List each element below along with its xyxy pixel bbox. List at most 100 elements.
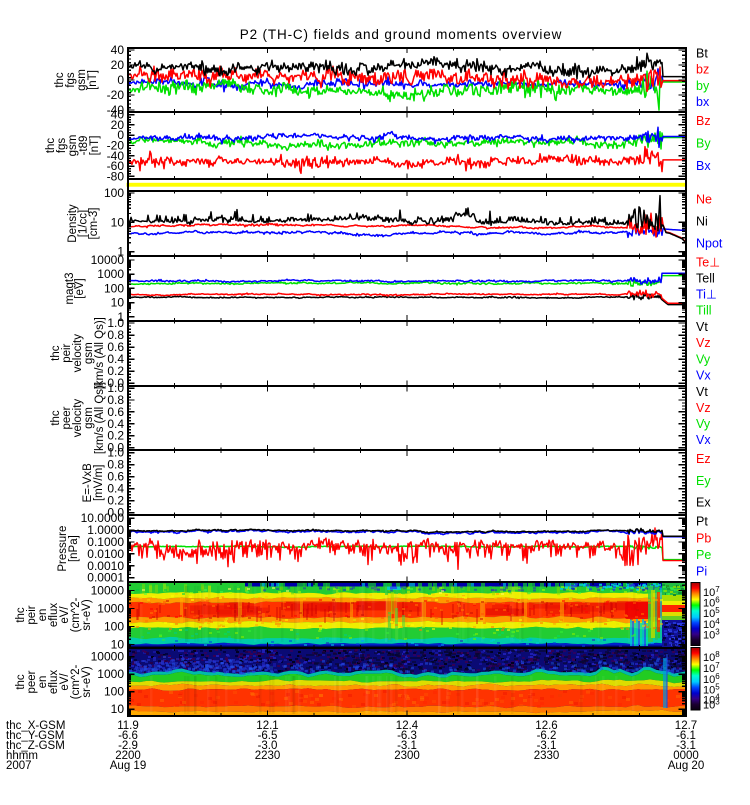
svg-text:gsm: gsm — [83, 407, 95, 429]
svg-text:[1/cc]: [1/cc] — [78, 210, 90, 237]
svg-text:[mV/m]: [mV/m] — [93, 465, 105, 501]
svg-text:[cm-3]: [cm-3] — [88, 208, 100, 240]
svg-text:Pt: Pt — [696, 515, 708, 529]
svg-text:thc: thc — [15, 607, 27, 623]
svg-text:-6.2: -6.2 — [537, 730, 557, 742]
svg-text:(cm^2-: (cm^2- — [70, 664, 82, 699]
svg-text:en: en — [37, 609, 49, 622]
svg-text:sr-eV): sr-eV) — [81, 666, 93, 697]
svg-text:1.0: 1.0 — [107, 381, 124, 395]
svg-text:2007: 2007 — [6, 760, 32, 772]
svg-text:E=-VxB: E=-VxB — [82, 463, 94, 503]
svg-text:-6.3: -6.3 — [397, 730, 417, 742]
svg-text:1000: 1000 — [97, 267, 124, 281]
svg-text:10000: 10000 — [91, 584, 125, 598]
svg-text:10: 10 — [111, 702, 125, 716]
svg-text:Ni: Ni — [696, 215, 708, 229]
svg-text:magt3: magt3 — [64, 273, 76, 305]
svg-text:Vx: Vx — [696, 369, 711, 383]
svg-text:-80: -80 — [107, 169, 125, 183]
svg-text:0.0: 0.0 — [107, 506, 124, 520]
svg-text:thc: thc — [15, 674, 27, 690]
svg-text:gsm: gsm — [67, 135, 79, 157]
svg-text:40: 40 — [111, 43, 125, 57]
svg-text:0.2: 0.2 — [107, 429, 124, 443]
svg-text:10000: 10000 — [91, 253, 125, 267]
svg-text:0.4: 0.4 — [107, 352, 124, 366]
svg-text:0.1000: 0.1000 — [87, 535, 124, 549]
svg-text:12.4: 12.4 — [396, 720, 419, 732]
svg-text:Vt: Vt — [696, 385, 708, 399]
svg-text:hhmm: hhmm — [6, 750, 38, 762]
svg-text:bz: bz — [696, 63, 709, 77]
svg-text:Ey: Ey — [696, 474, 711, 488]
svg-text:0.2: 0.2 — [107, 494, 124, 508]
svg-text:[km/s (All Qs)]: [km/s (All Qs)] — [94, 317, 106, 389]
svg-text:0.6: 0.6 — [107, 405, 124, 419]
svg-text:thc: thc — [54, 72, 66, 88]
svg-text:Ne: Ne — [696, 193, 712, 207]
svg-text:fgs: fgs — [65, 72, 77, 88]
svg-text:Vz: Vz — [696, 401, 711, 415]
svg-text:0.4: 0.4 — [107, 482, 124, 496]
svg-text:P2 (TH-C) fields and ground mo: P2 (TH-C) fields and ground moments over… — [240, 27, 563, 42]
svg-text:0.2: 0.2 — [107, 364, 124, 378]
svg-text:0.6: 0.6 — [107, 470, 124, 484]
svg-text:en: en — [37, 676, 49, 689]
svg-text:Npot: Npot — [696, 236, 723, 250]
svg-text:peer: peer — [26, 670, 38, 693]
svg-text:[eV]: [eV] — [74, 278, 86, 298]
svg-text:0.0100: 0.0100 — [87, 547, 124, 561]
svg-text:-3.1: -3.1 — [397, 740, 417, 752]
svg-text:2230: 2230 — [255, 750, 281, 762]
svg-text:(cm^2-: (cm^2- — [70, 597, 82, 632]
svg-text:0: 0 — [117, 128, 124, 142]
svg-text:-2.9: -2.9 — [118, 740, 138, 752]
svg-text:20: 20 — [111, 58, 125, 72]
svg-text:[nT]: [nT] — [89, 136, 101, 156]
svg-text:2200: 2200 — [115, 750, 141, 762]
svg-text:Vx: Vx — [696, 433, 711, 447]
svg-text:peir: peir — [61, 343, 73, 362]
svg-text:10: 10 — [111, 638, 125, 652]
svg-text:-20: -20 — [107, 139, 125, 153]
svg-text:0: 0 — [117, 73, 124, 87]
svg-text:by: by — [696, 79, 710, 93]
svg-text:Till: Till — [696, 304, 712, 318]
svg-text:10000: 10000 — [91, 650, 125, 664]
svg-text:Tell: Tell — [696, 271, 715, 285]
svg-text:Density: Density — [67, 204, 79, 243]
svg-text:fgs: fgs — [56, 138, 68, 154]
svg-text:gsm: gsm — [83, 342, 95, 364]
svg-text:Vz: Vz — [696, 336, 711, 350]
svg-text:-6.1: -6.1 — [676, 730, 696, 742]
svg-text:thc: thc — [45, 138, 57, 154]
svg-text:-3.0: -3.0 — [258, 740, 278, 752]
svg-text:eV/: eV/ — [59, 606, 71, 624]
svg-text:thc_Y-GSM: thc_Y-GSM — [6, 730, 64, 742]
svg-text:0.8: 0.8 — [107, 328, 124, 342]
svg-text:1000: 1000 — [97, 667, 124, 681]
svg-text:bx: bx — [696, 95, 710, 109]
svg-text:Pi: Pi — [696, 565, 707, 579]
svg-text:[nPa]: [nPa] — [68, 535, 80, 562]
svg-text:100: 100 — [104, 685, 124, 699]
svg-text:Bz: Bz — [696, 114, 711, 128]
svg-text:eflux: eflux — [48, 670, 60, 695]
svg-text:Te⊥: Te⊥ — [696, 255, 720, 269]
svg-text:-20: -20 — [107, 88, 125, 102]
svg-text:Aug 20: Aug 20 — [668, 760, 704, 772]
svg-text:-t89: -t89 — [78, 136, 90, 156]
svg-text:Ti⊥: Ti⊥ — [696, 288, 717, 302]
svg-text:1: 1 — [117, 310, 124, 324]
svg-text:[nT]: [nT] — [87, 70, 99, 90]
svg-text:Bt: Bt — [696, 47, 708, 61]
svg-text:1.0000: 1.0000 — [87, 523, 124, 537]
svg-text:10.0000: 10.0000 — [81, 511, 125, 525]
svg-text:1.0: 1.0 — [107, 316, 124, 330]
svg-text:Vy: Vy — [696, 352, 711, 366]
svg-text:10: 10 — [111, 296, 125, 310]
svg-text:1000: 1000 — [97, 602, 124, 616]
svg-text:velocity: velocity — [72, 334, 84, 373]
svg-text:0.6: 0.6 — [107, 340, 124, 354]
